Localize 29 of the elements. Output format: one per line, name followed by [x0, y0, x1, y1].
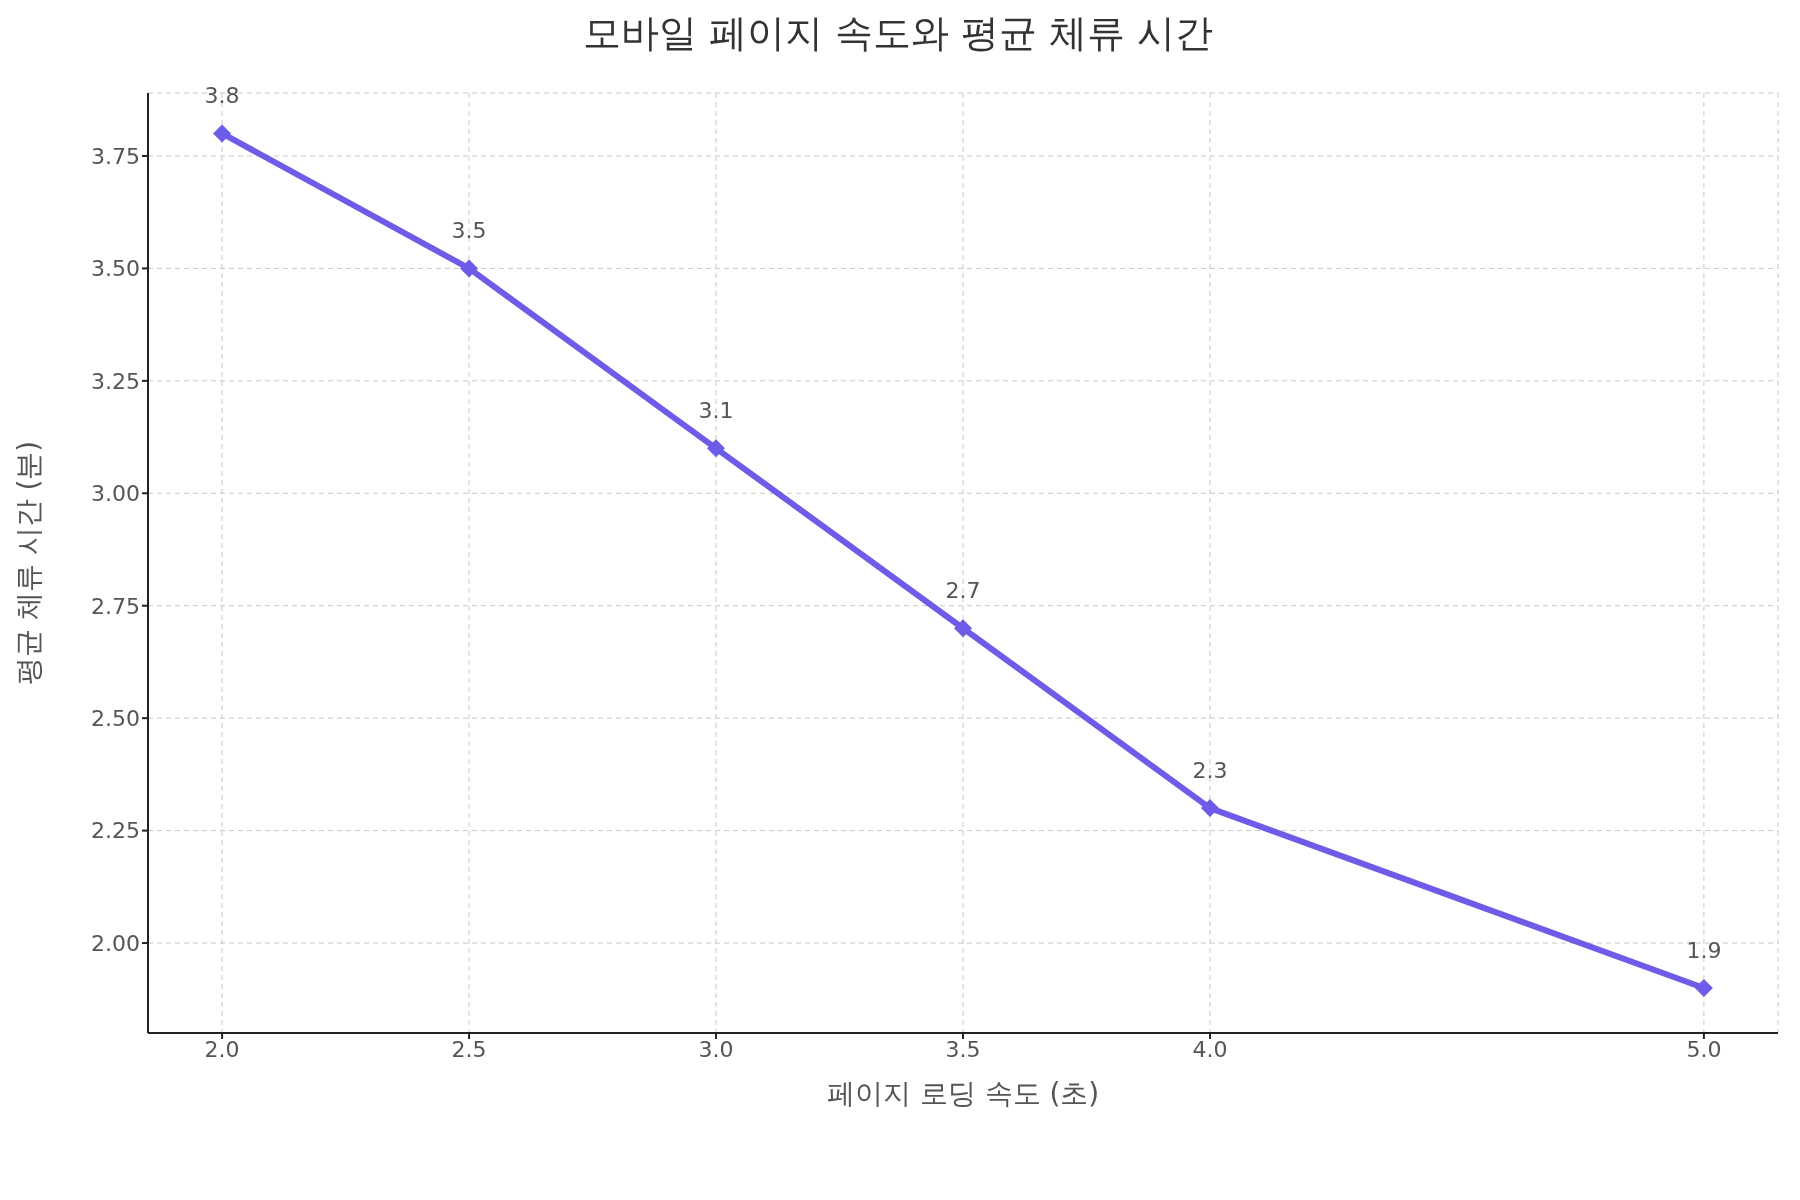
x-tick-label: 2.0: [204, 1036, 240, 1062]
y-tick-label: 3.50: [91, 256, 140, 282]
x-tick-label: 4.0: [1192, 1036, 1228, 1062]
y-tick-label: 2.25: [91, 818, 140, 844]
x-tick-label: 3.5: [945, 1036, 981, 1062]
point: [213, 124, 232, 143]
x-axis-title: 페이지 로딩 속도 (초): [826, 1077, 1100, 1110]
point: [460, 259, 479, 278]
data-label: 3.8: [204, 83, 240, 109]
point: [954, 619, 972, 638]
point: [1694, 979, 1713, 998]
data-label: 2.3: [1192, 758, 1228, 784]
point: [707, 439, 726, 458]
data-label: 3.5: [451, 218, 487, 244]
x-tick-label: 2.5: [451, 1036, 487, 1062]
data-label: 3.1: [698, 398, 734, 424]
y-axis-title: 평균 체류 시간 (분): [11, 440, 45, 686]
data-label: 1.9: [1686, 938, 1722, 964]
chart-title: 모바일 페이지 속도와 평균 체류 시간: [581, 10, 1215, 57]
y-tick-label: 3.75: [91, 143, 140, 169]
x-tick-label: 3.0: [698, 1036, 734, 1062]
point: [1200, 799, 1219, 818]
y-tick-label: 2.50: [91, 705, 140, 731]
y-tick-label: 3.25: [91, 368, 140, 394]
y-tick-label: 3.00: [91, 481, 140, 507]
x-tick-label: 5.0: [1686, 1036, 1722, 1062]
y-tick-label: 2.00: [91, 930, 140, 956]
y-tick-label: 2.75: [91, 593, 140, 619]
data-label: 2.7: [945, 578, 981, 604]
